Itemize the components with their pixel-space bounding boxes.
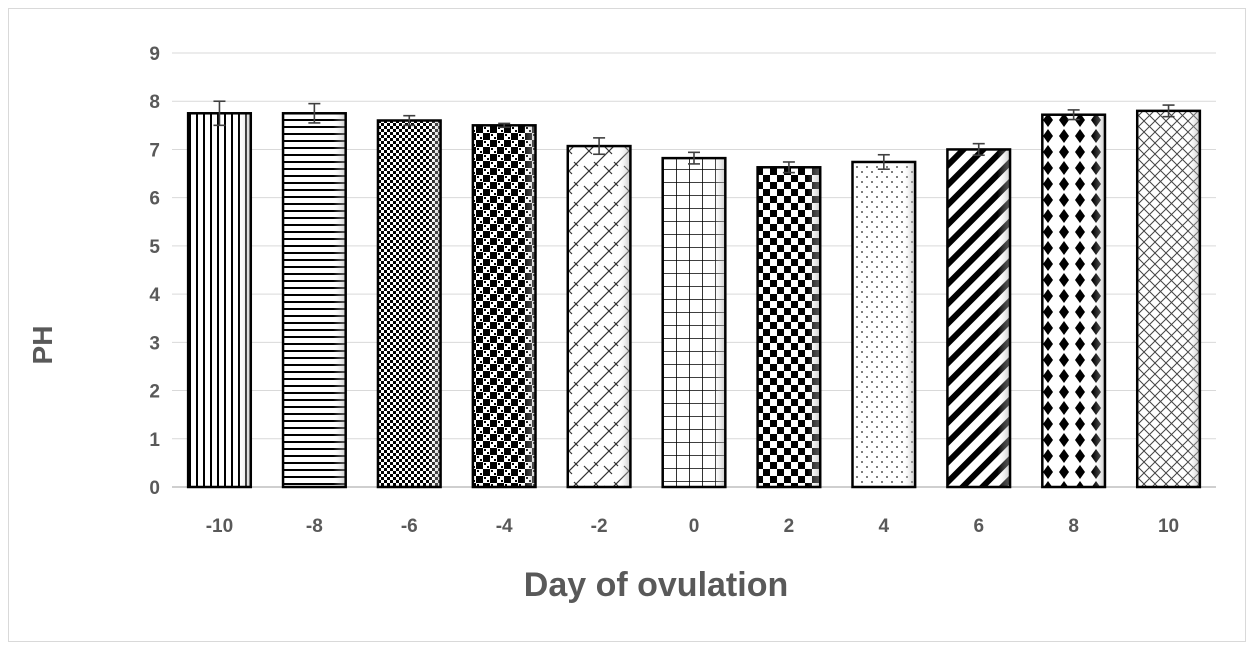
y-tick-label: 1	[149, 430, 160, 451]
bar-2	[756, 161, 822, 489]
y-tick-label: 4	[149, 285, 160, 306]
bar--10	[186, 100, 253, 489]
error-bar	[972, 142, 985, 157]
error-bar	[688, 151, 700, 165]
error-bar	[782, 161, 795, 174]
x-tick-label: -10	[206, 516, 233, 537]
bar-shading	[1137, 110, 1200, 487]
x-tick-label: 10	[1158, 516, 1179, 537]
x-tick-label: 6	[973, 516, 984, 537]
x-axis-title: Day of ovulation	[524, 566, 788, 604]
error-bar	[593, 137, 606, 156]
y-tick-label: 2	[149, 382, 160, 403]
x-axis-ticks: -10 -8 -6 -4 -2 0 2 4 6 8 10	[206, 516, 1179, 537]
x-tick-label: -6	[401, 516, 418, 537]
bar-shading	[472, 125, 536, 487]
bar-8	[1041, 109, 1107, 489]
x-tick-label: -4	[496, 516, 513, 537]
bar--8	[281, 102, 347, 489]
y-tick-label: 0	[149, 478, 160, 499]
error-bar	[1067, 109, 1080, 121]
error-bar	[1162, 104, 1175, 118]
y-tick-label: 7	[149, 140, 160, 161]
bar-shading	[757, 167, 821, 487]
error-bar	[403, 114, 416, 127]
y-axis-ticks: 0 1 2 3 4 5 6 7 8 9	[149, 44, 160, 499]
bar-shading	[662, 158, 726, 487]
error-bar	[498, 122, 511, 129]
bar-shading	[567, 146, 631, 487]
x-tick-label: -8	[306, 516, 323, 537]
error-bar	[213, 100, 226, 127]
x-tick-label: 4	[879, 516, 890, 537]
bar--2	[566, 137, 632, 489]
error-bar	[308, 102, 321, 124]
y-axis-title: PH	[27, 326, 58, 365]
bars	[186, 100, 1202, 489]
y-tick-label: 9	[149, 44, 160, 65]
y-tick-label: 6	[149, 189, 160, 210]
y-tick-label: 5	[149, 237, 160, 258]
x-tick-label: -2	[591, 516, 608, 537]
bar-shading	[947, 149, 1011, 487]
bar-shading	[188, 113, 251, 488]
bar-4	[851, 153, 917, 489]
bar-0	[661, 151, 727, 489]
bar-shading	[283, 113, 346, 488]
error-bar	[877, 153, 890, 171]
y-tick-label: 3	[149, 333, 160, 354]
x-tick-label: 2	[784, 516, 795, 537]
bar--6	[376, 114, 442, 489]
bar-6	[946, 142, 1012, 489]
bar-shading	[1042, 114, 1105, 488]
x-tick-label: 8	[1068, 516, 1079, 537]
bar--4	[471, 122, 537, 489]
bar-shading	[852, 161, 916, 487]
bar-shading	[377, 120, 441, 487]
y-tick-label: 8	[149, 92, 160, 113]
bar-10	[1135, 104, 1202, 489]
x-tick-label: 0	[689, 516, 700, 537]
